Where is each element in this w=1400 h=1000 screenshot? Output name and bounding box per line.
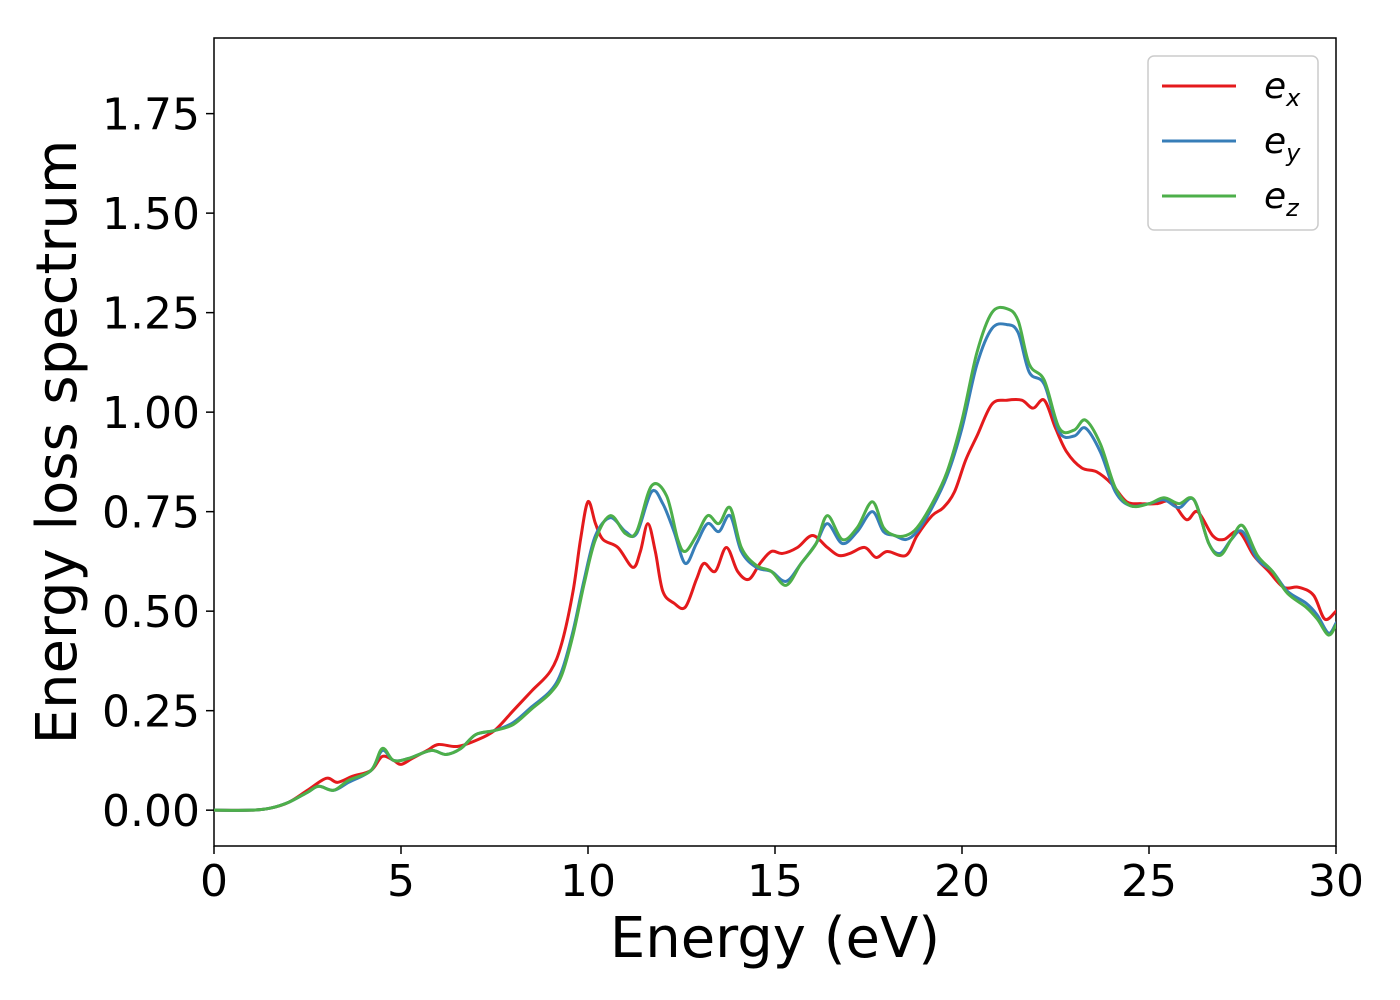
legend-box <box>1147 55 1319 231</box>
y-tick-label: 0.00 <box>102 786 200 837</box>
x-tick-label: 20 <box>934 856 990 907</box>
x-tick-label: 30 <box>1308 856 1364 907</box>
x-tick-label: 0 <box>200 856 228 907</box>
y-tick-label: 1.00 <box>102 388 200 439</box>
legend-label-z: ez <box>1264 176 1300 222</box>
y-tick-label: 1.75 <box>102 90 200 141</box>
x-tick-label: 15 <box>747 856 803 907</box>
x-tick-label: 25 <box>1121 856 1177 907</box>
y-tick-label: 0.25 <box>102 687 200 738</box>
legend-label-y: ey <box>1264 121 1301 167</box>
series-line-x <box>214 397 1336 812</box>
y-tick-label: 1.25 <box>102 289 200 340</box>
legend: ex ey ez <box>1147 55 1319 231</box>
x-axis-title: Energy (eV) <box>610 906 940 971</box>
x-tick-label: 10 <box>560 856 616 907</box>
series-line-z <box>214 305 1336 812</box>
legend-items: ex ey ez <box>1162 66 1301 222</box>
legend-label-x: ex <box>1264 66 1301 112</box>
y-tick-label: 1.50 <box>102 189 200 240</box>
x-axis-ticks: 0 5 10 15 20 25 30 <box>200 846 1364 907</box>
series-layer <box>214 305 1336 812</box>
x-tick-label: 5 <box>387 856 415 907</box>
y-tick-label: 0.50 <box>102 587 200 638</box>
y-tick-label: 0.75 <box>102 488 200 539</box>
y-axis-title: Energy loss spectrum <box>25 140 90 745</box>
y-axis-ticks: 0.00 0.25 0.50 0.75 1.00 1.25 1.50 1.75 <box>102 90 214 837</box>
